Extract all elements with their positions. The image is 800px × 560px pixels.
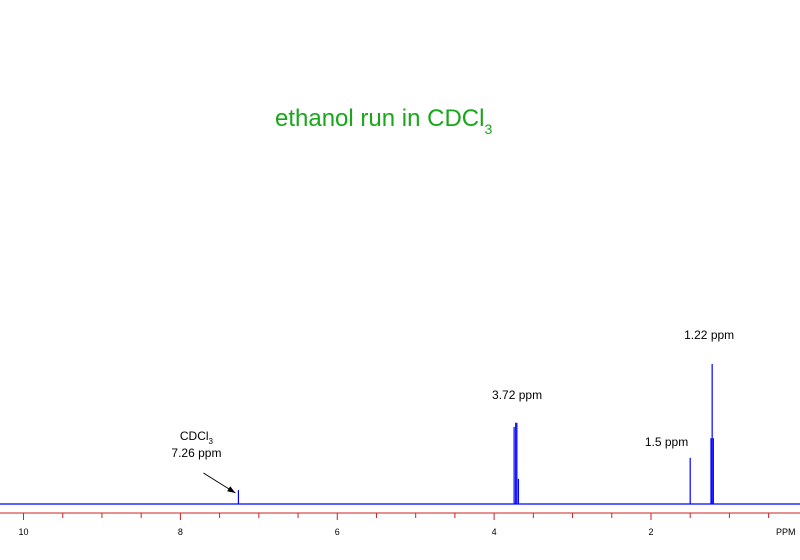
x-axis-label: PPM bbox=[776, 527, 796, 537]
x-tick-label: 10 bbox=[19, 527, 29, 537]
chart-title-subscript: 3 bbox=[484, 121, 492, 137]
annotation-cdcl3-subscript: 3 bbox=[209, 437, 214, 446]
annotation-cdcl3-main: CDCl bbox=[180, 429, 209, 443]
x-tick-label: 8 bbox=[178, 527, 183, 537]
peak-annotation: 1.22 ppm bbox=[684, 328, 734, 342]
annotation-cdcl3-label: CDCl3 bbox=[180, 429, 214, 446]
chart-title: ethanol run in CDCl3 bbox=[275, 105, 492, 137]
x-tick-label: 6 bbox=[335, 527, 340, 537]
x-tick-label: 2 bbox=[648, 527, 653, 537]
x-tick-label: 4 bbox=[492, 527, 497, 537]
annotation-arrow-head bbox=[227, 486, 236, 493]
annotation-cdcl3-ppm: 7.26 ppm bbox=[171, 446, 221, 460]
peak-annotation: 1.5 ppm bbox=[645, 435, 688, 449]
chart-title-main: ethanol run in CDCl bbox=[275, 105, 484, 132]
peak-annotation: 3.72 ppm bbox=[492, 388, 542, 402]
